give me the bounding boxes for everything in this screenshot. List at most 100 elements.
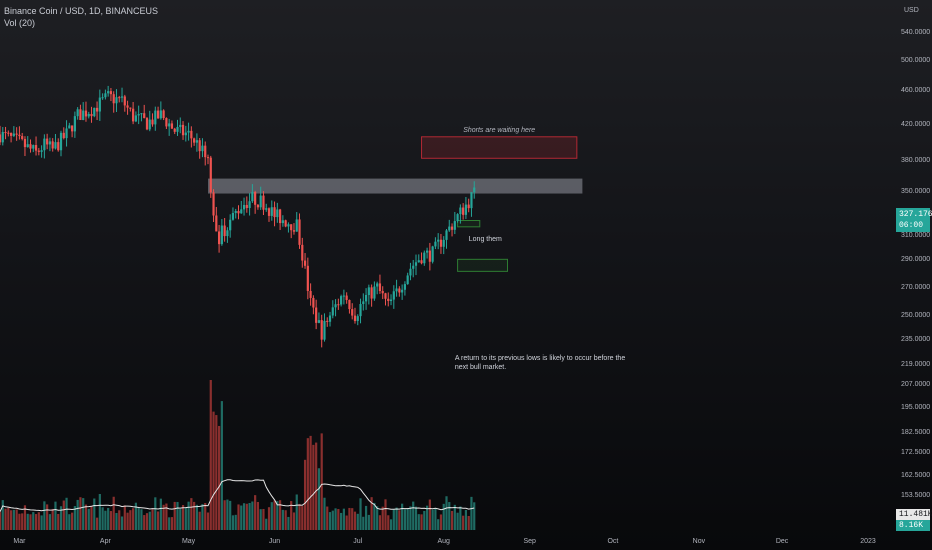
price-tick-label: 235.0000: [901, 336, 930, 343]
candle: [237, 205, 240, 220]
candle: [467, 198, 470, 213]
volume-indicator-label[interactable]: Vol (20): [4, 18, 36, 28]
candle: [162, 109, 165, 121]
time-tick-label: Dec: [776, 538, 789, 545]
price-tick-label: 380.0000: [901, 157, 930, 164]
candle: [159, 101, 162, 120]
volume-bar: [306, 438, 309, 530]
candle: [109, 87, 113, 102]
candle: [54, 133, 57, 150]
volume-bar: [79, 497, 82, 530]
candle: [370, 284, 373, 307]
price-tick-label: 195.0000: [901, 404, 930, 411]
long-zone-upper[interactable]: [457, 219, 481, 228]
volume-bar: [428, 499, 431, 530]
volume-bar: [223, 500, 226, 530]
volume-bar: [173, 501, 176, 530]
volume-bar: [262, 508, 265, 530]
candle: [298, 213, 301, 249]
volume-bar: [348, 507, 351, 530]
time-tick-label: Mar: [13, 538, 26, 545]
price-tick-label: 500.0000: [901, 57, 930, 64]
candle: [165, 117, 168, 129]
volume-bar: [9, 510, 13, 530]
volume-bar: [126, 512, 129, 530]
candle: [414, 254, 418, 276]
candle: [115, 89, 118, 113]
volume-bar: [34, 514, 38, 530]
volume-bar: [370, 497, 373, 530]
volume-bar: [265, 518, 268, 530]
short-zone[interactable]: [421, 136, 578, 159]
candle: [107, 85, 110, 97]
candle: [29, 139, 32, 153]
resistance-zone[interactable]: [207, 178, 583, 194]
candle: [334, 299, 337, 317]
candle: [428, 242, 431, 271]
volume-bar: [231, 515, 235, 530]
candle: [57, 138, 60, 152]
candle: [126, 100, 129, 115]
volume-bar: [62, 500, 65, 530]
candle: [470, 192, 473, 217]
volume-bar: [437, 519, 440, 530]
candle: [173, 127, 176, 135]
volume-bar: [137, 507, 140, 530]
candle: [367, 284, 370, 305]
volume-bar: [395, 507, 398, 530]
long-zone-lower[interactable]: [457, 258, 509, 272]
volume-bar: [240, 505, 243, 530]
volume-ma-tag: 11.481K: [896, 509, 932, 520]
volume-bar: [71, 512, 74, 530]
volume-bar: [290, 501, 293, 530]
time-tick-label: Apr: [100, 538, 112, 545]
price-tick-label: 310.0000: [901, 232, 930, 239]
bar-countdown: 06:00: [899, 221, 924, 230]
candle: [229, 214, 232, 238]
candle: [412, 259, 415, 278]
volume-bar: [201, 504, 204, 530]
forecast-note[interactable]: A return to its previous lows is likely …: [455, 355, 626, 371]
volume-bar: [4, 508, 7, 530]
symbol-title[interactable]: Binance Coin / USD, 1D, BINANCEUS: [4, 6, 159, 16]
volume-bar: [362, 516, 365, 530]
candle: [459, 204, 462, 224]
candle: [9, 132, 13, 143]
volume-bar: [156, 511, 160, 530]
candle: [118, 95, 121, 103]
candle: [348, 299, 351, 314]
candle: [425, 247, 429, 259]
candle: [170, 120, 174, 129]
longs-note[interactable]: Long them: [469, 236, 502, 243]
candlestick-series: [0, 85, 476, 348]
volume-bar: [312, 444, 315, 530]
candle: [240, 200, 243, 214]
price-tick-label: 540.0000: [901, 29, 930, 36]
candle: [287, 222, 290, 233]
price-axis[interactable]: USD 540.0000 500.0000 460.0000 420.0000 380.0…: [901, 7, 930, 519]
volume-bar: [373, 502, 376, 530]
volume-bar: [162, 504, 165, 530]
volume-bar: [226, 499, 229, 530]
candle: [267, 207, 271, 222]
volume-bar: [439, 514, 443, 530]
candle: [453, 211, 456, 235]
candle: [176, 119, 179, 136]
volume-bar: [176, 501, 179, 530]
volume-bar: [292, 512, 296, 530]
candle: [206, 154, 210, 165]
candle: [398, 286, 401, 297]
volume-bar: [403, 509, 407, 530]
time-axis[interactable]: Mar Apr May Jun Jul Aug Sep Oct Nov Dec 2023: [13, 538, 876, 545]
candle: [359, 298, 362, 324]
candle: [23, 136, 27, 157]
volume-bar: [234, 514, 237, 530]
candle: [351, 303, 354, 320]
shorts-note[interactable]: Shorts are waiting here: [463, 127, 535, 134]
volume-bar: [123, 505, 126, 530]
volume-bar: [462, 515, 465, 530]
volume-bar: [57, 513, 60, 530]
volume-bar: [1, 500, 4, 530]
candle: [389, 294, 393, 306]
